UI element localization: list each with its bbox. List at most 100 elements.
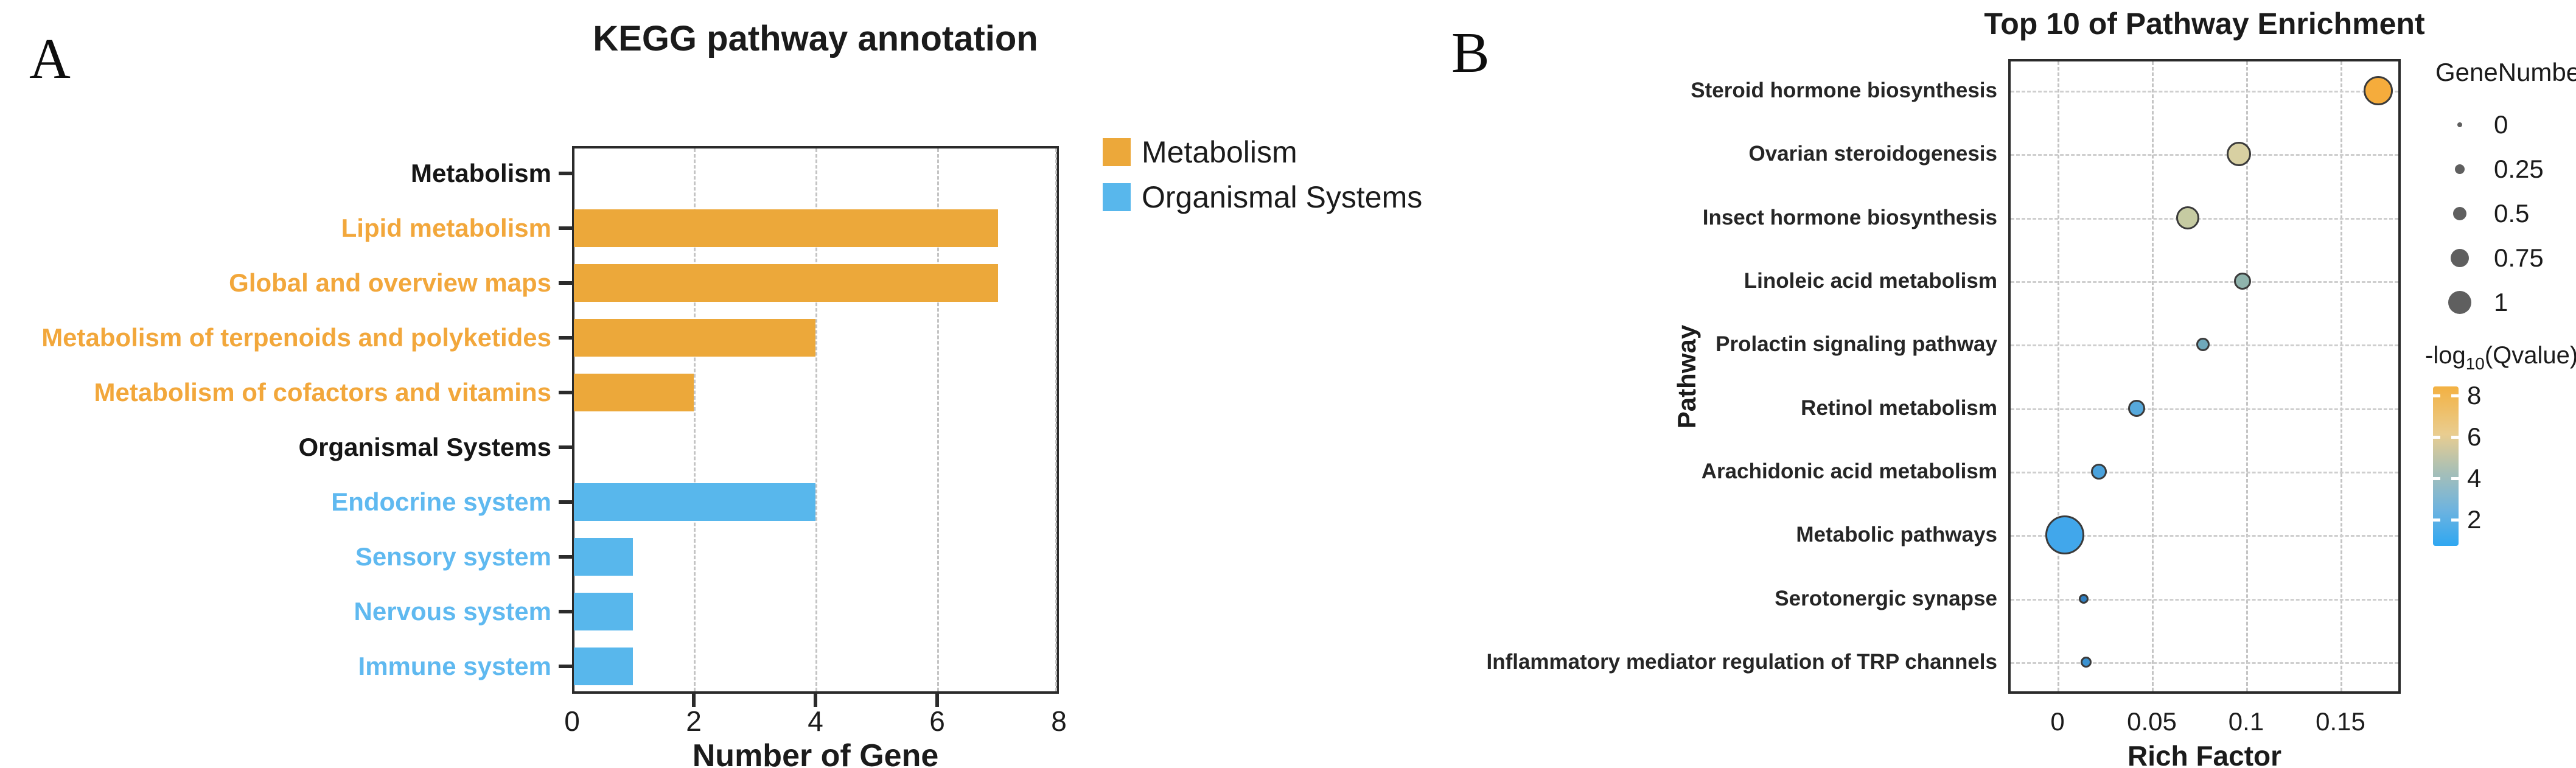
scatter-dot <box>2128 399 2146 417</box>
category-label: Metabolism of cofactors and vitamins <box>94 378 552 407</box>
bar <box>574 319 815 357</box>
category-label: Lipid metabolism <box>341 214 551 242</box>
size-legend-dot <box>2457 122 2462 127</box>
size-legend-dot <box>2448 291 2471 314</box>
colorbar <box>2433 386 2459 546</box>
category-label: Sensory system <box>355 542 551 571</box>
size-legend-dot <box>2455 164 2465 174</box>
y-axis-tick <box>559 665 572 668</box>
panel-letter-b: B <box>1451 21 1490 85</box>
size-legend-title: GeneNumber <box>2435 58 2576 86</box>
y-axis-tick <box>559 555 572 559</box>
scatter-dot <box>2364 76 2393 106</box>
gridline-vertical <box>2340 61 2342 691</box>
colorbar-tick-label: 4 <box>2467 464 2482 492</box>
category-label: Nervous system <box>354 597 552 626</box>
gridline-horizontal <box>2011 91 2398 93</box>
color-legend-title-part: -log <box>2425 342 2466 369</box>
gridline-vertical <box>1055 148 1057 691</box>
y-axis-tick <box>559 500 572 504</box>
gridline-vertical <box>937 148 939 691</box>
legend-swatch <box>1103 183 1131 211</box>
gridline-vertical <box>2152 61 2154 691</box>
color-legend-title-part: (Qvalue) <box>2484 342 2576 369</box>
category-label: Metabolism <box>410 159 551 187</box>
gridline-horizontal <box>2011 281 2398 284</box>
colorbar-tick-label: 8 <box>2467 381 2482 410</box>
colorbar-tick-label: 2 <box>2467 505 2482 534</box>
scatter-dot <box>2233 273 2251 290</box>
gridline-vertical <box>694 148 696 691</box>
scatter-dot <box>2196 338 2210 352</box>
y-axis-tick <box>559 172 572 175</box>
x-axis-tick <box>935 694 939 707</box>
gridline-horizontal <box>2011 535 2398 537</box>
scatter-dot <box>2091 463 2107 480</box>
chart-title-a: KEGG pathway annotation <box>593 19 1038 58</box>
colorbar-tick-dash <box>2433 477 2440 480</box>
x-tick-label: 0 <box>2050 707 2065 736</box>
pathway-label: Metabolic pathways <box>1796 523 1997 547</box>
pathway-label: Prolactin signaling pathway <box>1716 332 1997 357</box>
y-axis-tick <box>559 445 572 449</box>
y-axis-tick <box>559 391 572 394</box>
color-legend-title-subscript: 10 <box>2465 354 2485 373</box>
color-legend-title: -log10(Qvalue) <box>2425 342 2576 374</box>
category-label: Endocrine system <box>331 487 551 516</box>
pathway-label: Serotonergic synapse <box>1775 586 1997 610</box>
size-legend-label: 0.5 <box>2494 199 2530 228</box>
bar <box>574 648 633 685</box>
x-tick-label: 0 <box>564 705 580 737</box>
colorbar-tick-dash <box>2451 477 2459 480</box>
colorbar-tick-dash <box>2451 436 2459 439</box>
gridline-vertical <box>815 148 817 691</box>
category-label: Metabolism of terpenoids and polyketides <box>41 323 551 352</box>
x-axis-title-a: Number of Gene <box>692 738 939 768</box>
x-tick-label: 8 <box>1051 705 1067 737</box>
gridline-horizontal <box>2011 408 2398 410</box>
gridline-horizontal <box>2011 217 2398 220</box>
pathway-label: Arachidonic acid metabolism <box>1701 459 1997 483</box>
plot-area-b <box>2008 59 2401 694</box>
category-label: Immune system <box>358 652 551 680</box>
x-axis-tick <box>692 694 696 707</box>
y-axis-tick <box>559 281 572 285</box>
chart-title-b: Top 10 of Pathway Enrichment <box>1984 7 2425 41</box>
legend-label: Organismal Systems <box>1142 180 1423 214</box>
y-axis-tick <box>559 610 572 613</box>
bar <box>574 593 633 630</box>
gridline-vertical <box>2058 61 2059 691</box>
bar <box>574 264 998 302</box>
x-tick-label: 4 <box>808 705 823 737</box>
size-legend-label: 1 <box>2494 288 2508 316</box>
y-axis-tick <box>559 226 572 230</box>
bar <box>574 483 815 521</box>
pathway-label: Steroid hormone biosynthesis <box>1691 79 1997 103</box>
gridline-horizontal <box>2011 598 2398 601</box>
scatter-dot <box>2045 515 2085 555</box>
colorbar-tick-dash <box>2433 436 2440 439</box>
scatter-dot <box>2226 142 2251 167</box>
colorbar-tick-dash <box>2451 518 2459 522</box>
size-legend-dot <box>2451 249 2469 267</box>
x-tick-label: 0.1 <box>2228 707 2264 736</box>
x-tick-label: 0.05 <box>2127 707 2177 736</box>
x-axis-title-b: Rich Factor <box>2127 740 2282 768</box>
pathway-label: Insect hormone biosynthesis <box>1702 205 1997 229</box>
pathway-label: Linoleic acid metabolism <box>1744 269 1997 293</box>
y-axis-tick <box>559 336 572 340</box>
size-legend-dot <box>2453 207 2466 220</box>
legend-label: Metabolism <box>1142 135 1297 169</box>
x-tick-label: 2 <box>686 705 702 737</box>
category-label: Organismal Systems <box>298 433 551 461</box>
colorbar-tick-dash <box>2451 394 2459 397</box>
bar <box>574 538 633 576</box>
bar <box>574 209 998 247</box>
gridline-vertical <box>2246 61 2248 691</box>
gridline-horizontal <box>2011 471 2398 473</box>
pathway-label: Retinol metabolism <box>1801 396 1997 420</box>
scatter-dot <box>2079 593 2089 604</box>
panel-letter-a: A <box>29 27 71 91</box>
x-tick-label: 0.15 <box>2316 707 2365 736</box>
size-legend-label: 0.25 <box>2494 155 2544 183</box>
